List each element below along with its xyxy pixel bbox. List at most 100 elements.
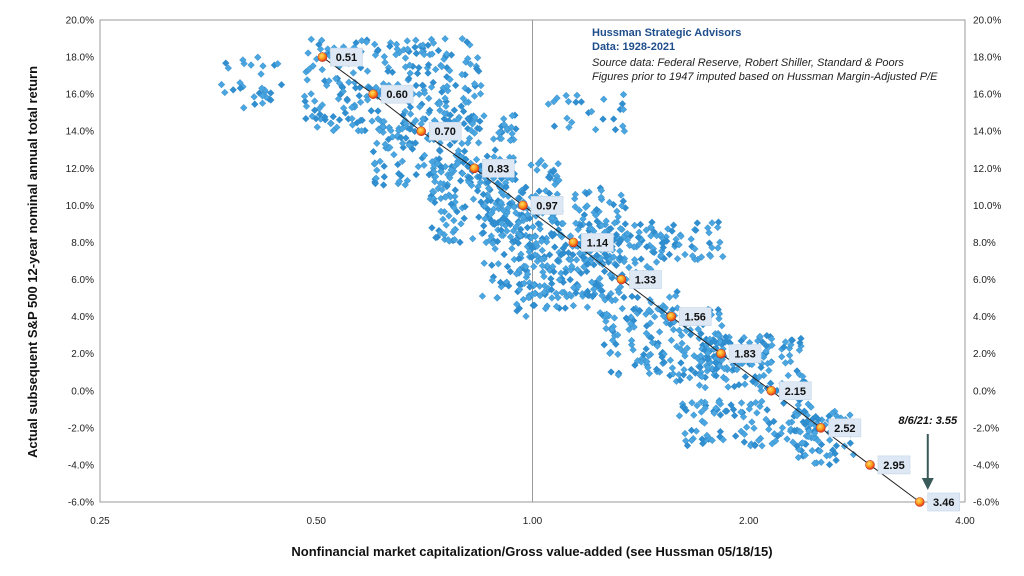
fit-label-box [728,344,762,363]
scatter-point [406,110,415,118]
scatter-point [555,276,564,284]
scatter-point [370,40,379,49]
scatter-point [567,256,575,264]
scatter-point [582,189,591,198]
scatter-point [300,92,309,100]
scatter-point [677,232,685,240]
scatter-point [688,252,697,260]
scatter-point [536,291,544,300]
y-tick-label-left: -6.0% [68,498,94,509]
scatter-point [488,261,496,269]
scatter-point [355,92,363,100]
info-subtitle: Data: 1928-2021 [592,41,675,53]
scatter-point [694,325,702,333]
fit-point-label: 2.52 [834,423,855,435]
scatter-point [424,69,432,77]
scatter-point [476,178,485,186]
scatter-point [745,405,754,413]
scatter-point [666,320,674,329]
scatter-point [522,312,530,320]
y-tick-label-left: 6.0% [71,275,94,286]
scatter-point [504,282,513,290]
scatter-point [309,62,317,70]
scatter-point [562,91,570,100]
scatter-point [476,117,484,125]
scatter-point [434,46,443,55]
scatter-point [667,336,676,344]
scatter-point [704,349,712,357]
scatter-point [443,82,451,91]
scatter-point [604,293,612,301]
scatter-point [762,347,770,355]
scatter-point [470,92,479,100]
scatter-point [621,220,629,228]
scatter-point [473,54,482,62]
scatter-point [817,440,826,449]
scatter-point [542,187,550,195]
scatter-point [660,358,668,367]
scatter-point [825,460,834,469]
fit-point [914,497,925,507]
scatter-point [393,131,402,140]
y-axis-title: Actual subsequent S&P 500 12-year nomina… [25,66,40,458]
scatter-point [832,456,840,464]
scatter-point [541,162,549,170]
scatter-point [803,411,811,420]
scatter-point [493,294,501,302]
scatter-point [794,453,803,462]
scatter-point [789,438,797,446]
scatter-point [618,304,626,313]
scatter-point [592,205,601,214]
scatter-point [454,147,463,155]
scatter-point [712,372,720,380]
scatter-point [392,50,400,59]
info-title: Hussman Strategic Advisors [592,27,741,39]
scatter-point [579,253,588,261]
scatter-point [797,334,805,343]
scatter-point [446,66,454,75]
scatter-point [439,215,447,224]
scatter-point [403,37,411,45]
scatter-point [564,249,573,257]
scatter-point [572,289,580,297]
scatter-point [643,322,651,330]
scatter-point [506,220,514,229]
scatter-point [614,371,623,379]
scatter-point [541,304,550,313]
scatter-point [828,409,837,417]
scatter-point [460,119,468,128]
scatter-point [690,411,698,419]
scatter-point [429,39,438,47]
scatter-point [351,84,360,92]
scatter-point [569,301,578,310]
scatter-point [611,296,620,304]
scatter-point [438,185,446,194]
x-tick-label: 1.00 [523,516,543,527]
scatter-point [751,441,759,449]
scatter-point [369,147,378,156]
fit-point [816,423,826,433]
scatter-point [675,412,684,420]
scatter-point [630,221,639,230]
fit-point [416,126,427,137]
fit-label-box [828,418,862,438]
scatter-point [456,177,465,185]
scatter-point [450,106,459,114]
scatter-point [735,381,743,389]
scatter-point [459,107,468,116]
fit-point [568,237,579,248]
scatter-point [716,433,724,441]
y-tick-label-right: 4.0% [973,312,996,323]
fit-point-label: 0.70 [435,126,456,138]
scatter-point [302,114,310,123]
scatter-point [438,88,446,96]
scatter-point [588,278,596,286]
info-source: Source data: Federal Reserve, Robert Shi… [592,57,904,69]
scatter-point [644,363,652,372]
scatter-point [731,432,740,440]
scatter-point [626,241,634,250]
scatter-point [348,121,357,129]
scatter-point [807,403,815,411]
scatter-point [475,213,483,221]
scatter-point [548,294,556,302]
